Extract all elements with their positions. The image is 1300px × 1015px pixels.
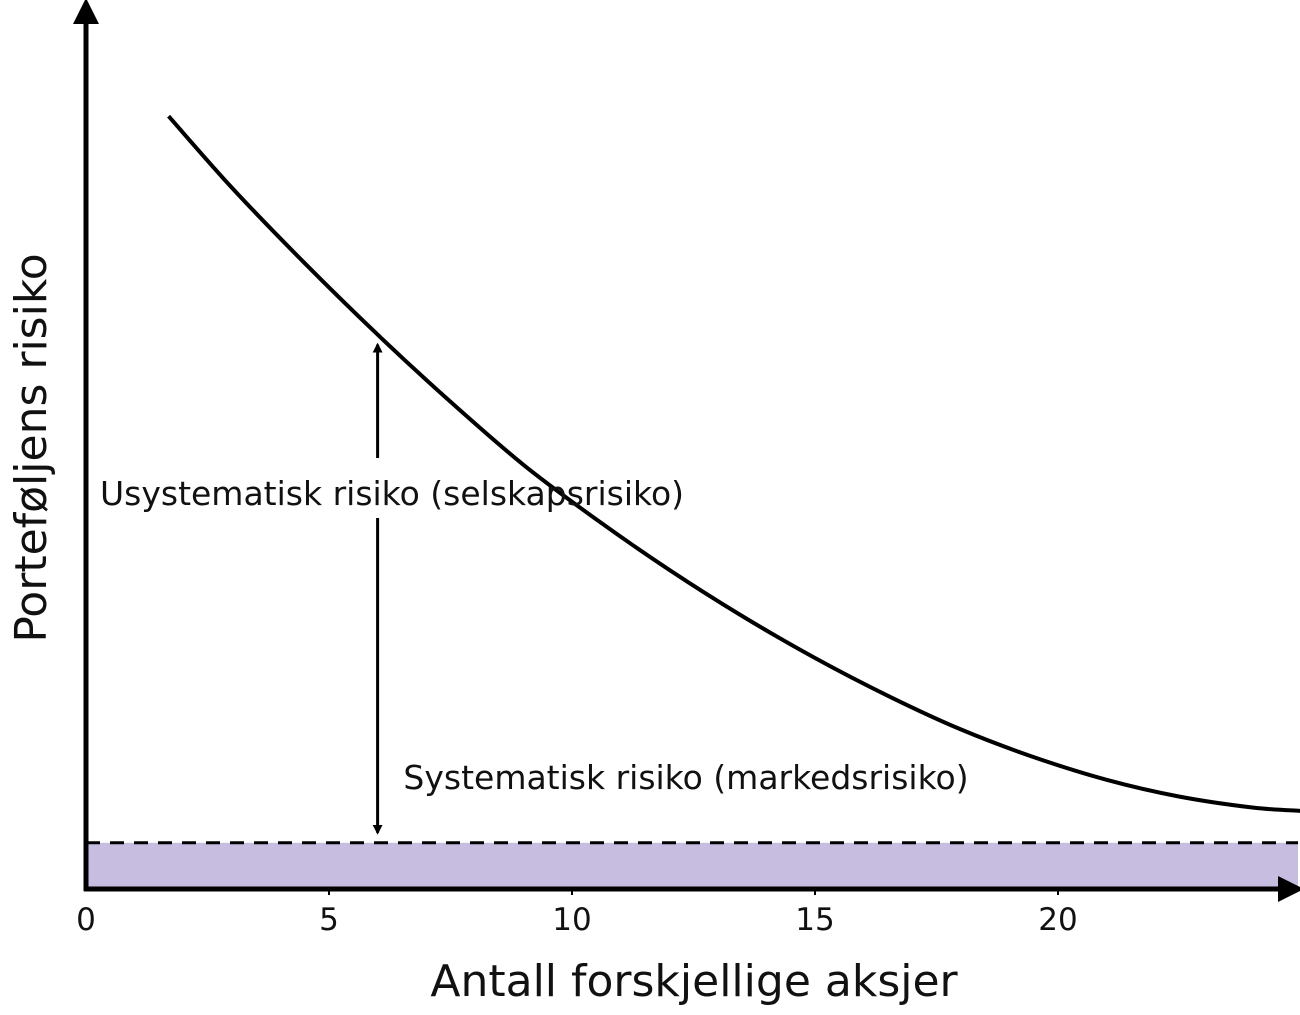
- x-tick-label: 10: [552, 902, 591, 938]
- x-axis-title: Antall forskjellige aksjer: [430, 956, 958, 1007]
- x-tick-label: 0: [76, 902, 96, 938]
- systematic-risk-area: [86, 842, 1298, 889]
- x-axis-ticks: 0 5 10 15 20: [76, 887, 1078, 938]
- y-axis-title: Porteføljens risiko: [6, 253, 57, 642]
- x-tick-label: 20: [1038, 902, 1077, 938]
- x-tick-label: 15: [795, 902, 834, 938]
- unsystematic-risk-label: Usystematisk risiko (selskapsrisiko): [100, 474, 684, 513]
- total-risk-curve: [167, 114, 1300, 813]
- systematic-risk-label: Systematisk risiko (markedsrisiko): [403, 758, 968, 797]
- x-tick-label: 5: [319, 902, 339, 938]
